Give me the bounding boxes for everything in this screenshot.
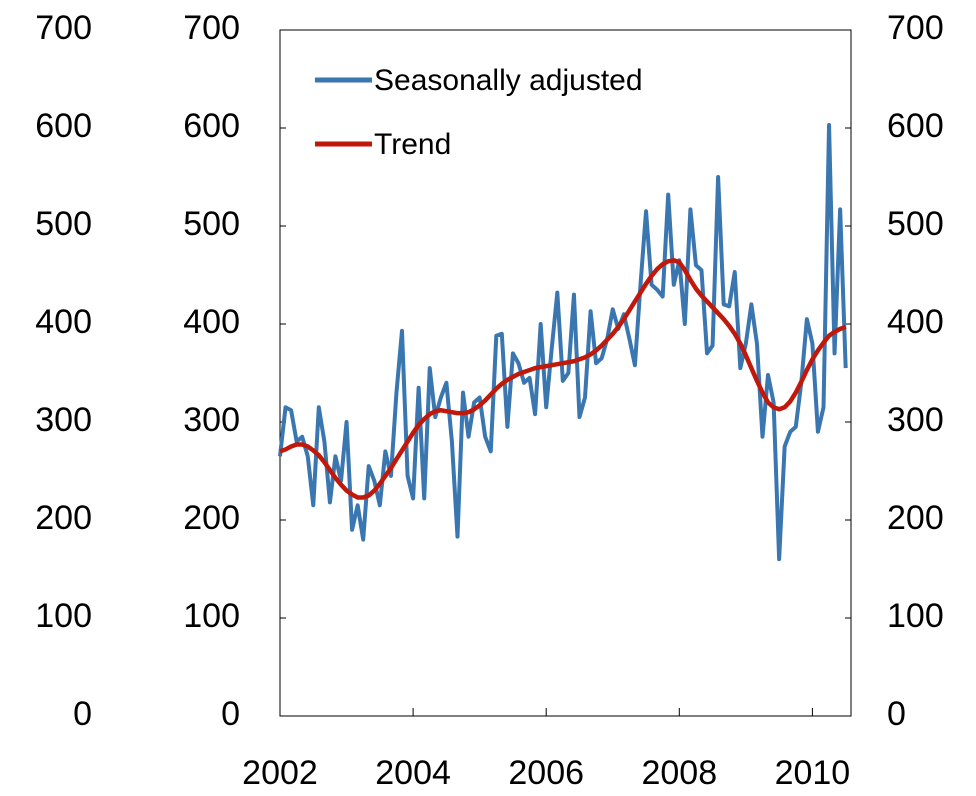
y2-tick-label: 400 <box>887 303 944 341</box>
x-tick-label: 2006 <box>508 754 584 792</box>
y-tick-label: 0 <box>73 695 92 733</box>
y2-tick-label: 100 <box>887 597 944 635</box>
y2-tick-label: 0 <box>887 695 906 733</box>
y-tick-label: 500 <box>183 205 240 243</box>
x-tick-label: 2002 <box>242 754 318 792</box>
y2-tick-label: 200 <box>887 499 944 537</box>
y-tick-label: 700 <box>35 9 92 47</box>
series-line <box>278 123 848 562</box>
plot-frame <box>279 29 852 717</box>
y-tick-label: 400 <box>183 303 240 341</box>
y-tick-label: 100 <box>183 597 240 635</box>
y-tick-label: 300 <box>35 401 92 439</box>
y-tick-label: 600 <box>35 107 92 145</box>
y-tick-label: 300 <box>183 401 240 439</box>
y-tick-label: 700 <box>183 9 240 47</box>
x-tick-label: 2010 <box>775 754 851 792</box>
y2-tick-label: 600 <box>887 107 944 145</box>
series-line <box>279 258 847 500</box>
y2-tick-label: 700 <box>887 9 944 47</box>
y-tick-label: 400 <box>35 303 92 341</box>
y2-tick-label: 500 <box>887 205 944 243</box>
x-tick-label: 2008 <box>641 754 717 792</box>
legend-label: Seasonally adjusted <box>374 64 643 97</box>
y-tick-label: 500 <box>35 205 92 243</box>
y-tick-label: 100 <box>35 597 92 635</box>
y-tick-label: 200 <box>35 499 92 537</box>
y-tick-label: 600 <box>183 107 240 145</box>
y-tick-label: 200 <box>183 499 240 537</box>
y2-tick-label: 300 <box>887 401 944 439</box>
y-tick-label: 0 <box>221 695 240 733</box>
x-tick-label: 2004 <box>375 754 451 792</box>
legend-label: Trend <box>374 128 451 161</box>
